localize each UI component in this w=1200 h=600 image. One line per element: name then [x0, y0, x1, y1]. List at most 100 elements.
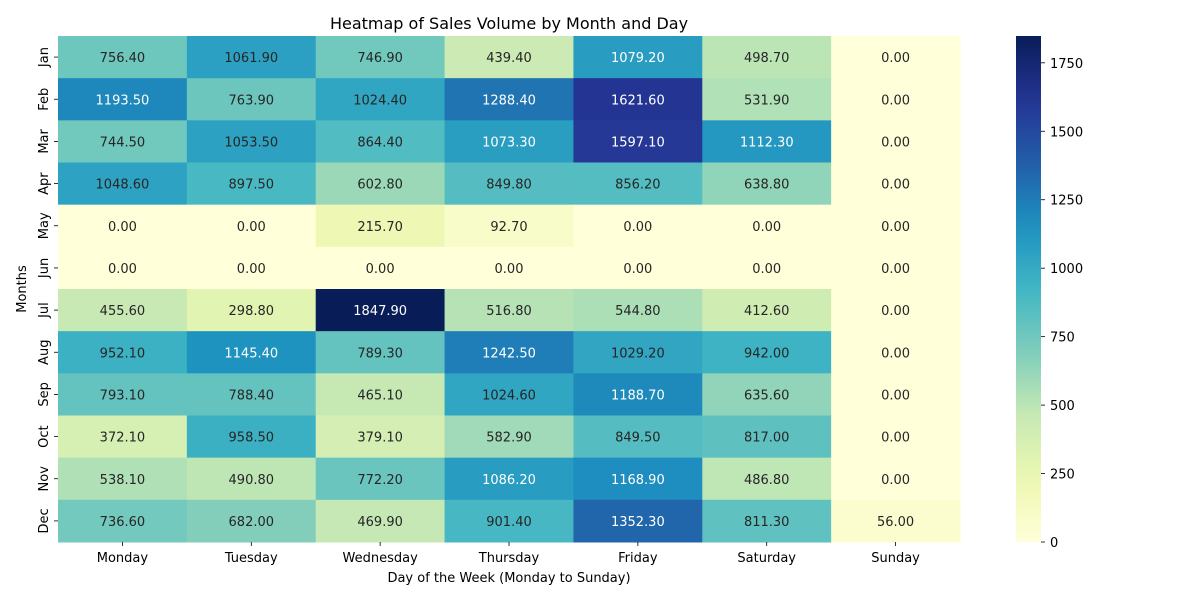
colorbar-gradient: [1016, 36, 1041, 542]
heatmap-cell: [702, 120, 832, 163]
heatmap-cell: [831, 499, 961, 543]
heatmap-cell: [186, 331, 317, 374]
cell-value-label: 0.00: [108, 220, 137, 235]
heatmap-cell: [573, 331, 703, 374]
x-tick-label: Sunday: [871, 551, 920, 566]
heatmap-cell: [573, 120, 703, 163]
colorbar-tick-label: 1250: [1050, 194, 1083, 209]
cell-value-label: 0.00: [237, 262, 266, 277]
x-tick-label: Tuesday: [224, 551, 278, 566]
cell-value-label: 1112.30: [740, 135, 794, 150]
heatmap-cell: [186, 120, 317, 163]
cell-value-label: 793.10: [100, 388, 146, 403]
heatmap-cell: [58, 289, 188, 332]
y-axis-ticks: Jan Feb Mar Apr May Jun Jul Aug Sep Oct Nov Dec: [37, 47, 58, 533]
heatmap-cell: [831, 373, 961, 416]
x-tick-label: Wednesday: [343, 551, 419, 566]
heatmap-cell: [315, 457, 446, 501]
cell-value-label: 0.00: [881, 51, 910, 66]
cell-value-label: 817.00: [744, 431, 790, 446]
cell-value-label: 1029.20: [611, 346, 665, 361]
cell-value-label: 1061.90: [224, 51, 278, 66]
cell-value-label: 1352.30: [611, 515, 665, 530]
cell-value-label: 1242.50: [482, 346, 536, 361]
cell-value-label: 1053.50: [224, 135, 278, 150]
heatmap-cell: [573, 78, 703, 121]
cell-value-label: 0.00: [108, 262, 137, 277]
cell-value-label: 811.30: [744, 515, 790, 530]
heatmap-cell: [186, 415, 317, 459]
heatmap-cell: [315, 373, 446, 416]
cell-value-label: 0.00: [881, 135, 910, 150]
cell-value-label: 0.00: [881, 178, 910, 193]
cell-value-label: 1168.90: [611, 473, 665, 488]
heatmap-cell: [186, 289, 317, 332]
heatmap-cell: [315, 415, 446, 459]
heatmap-cell: [315, 204, 446, 248]
heatmap-cell: [702, 36, 832, 79]
cell-value-label: 486.80: [744, 473, 790, 488]
y-tick-label: Dec: [37, 508, 52, 533]
heatmap-cell: [186, 246, 317, 290]
cell-value-label: 1024.60: [482, 388, 536, 403]
heatmap-cell: [573, 36, 703, 79]
cell-value-label: 0.00: [881, 346, 910, 361]
cell-value-label: 788.40: [229, 388, 275, 403]
heatmap-cell: [702, 162, 832, 206]
heatmap-cell: [315, 246, 446, 290]
cell-value-label: 1024.40: [353, 93, 407, 108]
heatmap-cell: [315, 78, 446, 121]
cell-value-label: 0.00: [881, 473, 910, 488]
heatmap-cell: [315, 289, 446, 332]
colorbar-tick-label: 1500: [1050, 125, 1083, 140]
heatmap-cell: [186, 162, 317, 206]
heatmap-cell: [444, 162, 574, 206]
heatmap-cell: [831, 289, 961, 332]
cell-value-label: 531.90: [744, 93, 790, 108]
heatmap-cell: [58, 78, 188, 121]
y-tick-label: Nov: [37, 466, 52, 492]
heatmap-cell: [573, 415, 703, 459]
heatmap-cell: [831, 457, 961, 501]
heatmap-cell: [186, 36, 317, 79]
cell-value-label: 538.10: [100, 473, 146, 488]
heatmap-cells: [58, 36, 961, 543]
cell-value-label: 56.00: [877, 515, 914, 530]
cell-value-label: 0.00: [881, 220, 910, 235]
heatmap-cell: [702, 373, 832, 416]
heatmap-cell: [831, 162, 961, 206]
cell-value-label: 958.50: [229, 431, 275, 446]
heatmap-cell: [444, 120, 574, 163]
cell-value-label: 602.80: [357, 178, 403, 193]
heatmap-cell: [573, 373, 703, 416]
heatmap-cell: [831, 120, 961, 163]
cell-value-label: 952.10: [100, 346, 146, 361]
heatmap-cell: [315, 162, 446, 206]
y-tick-label: Mar: [37, 128, 52, 153]
cell-value-label: 0.00: [881, 388, 910, 403]
cell-value-label: 756.40: [100, 51, 146, 66]
y-tick-label: Oct: [37, 425, 52, 447]
cell-value-label: 897.50: [229, 178, 275, 193]
cell-value-label: 0.00: [495, 262, 524, 277]
heatmap-cell: [58, 415, 188, 459]
cell-value-label: 1193.50: [96, 93, 150, 108]
heatmap-cell: [186, 373, 317, 416]
heatmap-cell: [186, 499, 317, 543]
x-axis-ticks: Monday Tuesday Wednesday Thursday Friday Satu…: [97, 542, 920, 566]
heatmap-cell: [444, 204, 574, 248]
heatmap-cell: [831, 36, 961, 79]
colorbar-tick-label: 1750: [1050, 57, 1083, 72]
heatmap-cell: [831, 415, 961, 459]
y-tick-label: Apr: [37, 172, 52, 195]
x-tick-label: Monday: [97, 551, 149, 566]
x-axis-label: Day of the Week (Monday to Sunday): [387, 571, 630, 586]
heatmap-cell: [831, 246, 961, 290]
cell-value-label: 455.60: [100, 304, 146, 319]
cell-value-label: 412.60: [744, 304, 790, 319]
heatmap-cell: [702, 204, 832, 248]
heatmap-cell: [702, 331, 832, 374]
y-tick-label: Sep: [37, 382, 52, 407]
cell-value-label: 849.50: [615, 431, 661, 446]
